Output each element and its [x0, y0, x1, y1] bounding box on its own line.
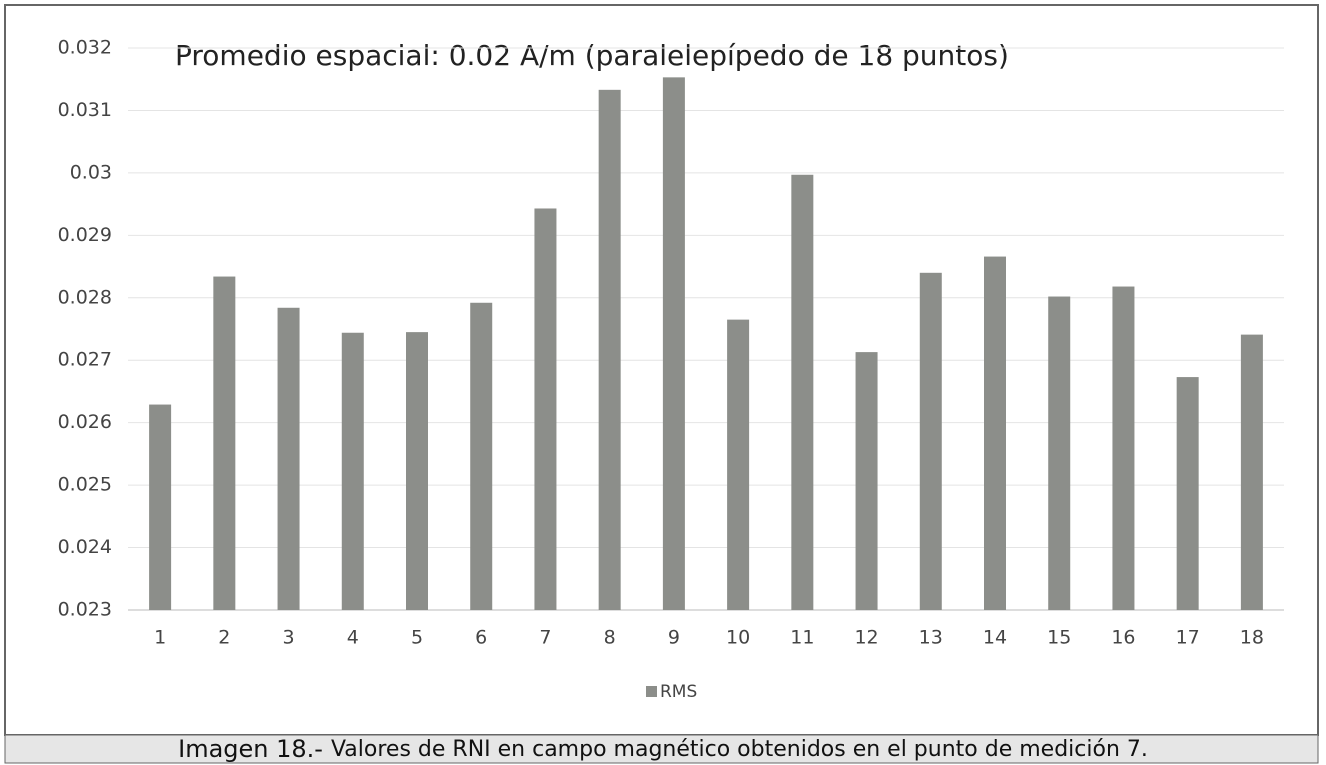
y-tick-label: 0.028 — [58, 286, 112, 308]
bar — [534, 208, 557, 610]
bar — [1112, 286, 1135, 610]
x-tick-label: 9 — [668, 627, 680, 649]
bar — [406, 332, 428, 610]
chart-title: Promedio espacial: 0.02 A/m (paralelepíp… — [175, 39, 1009, 72]
bar — [1176, 377, 1199, 610]
x-tick-label: 15 — [1047, 627, 1071, 649]
x-tick-label: 14 — [983, 627, 1007, 649]
y-tick-label: 0.031 — [58, 99, 112, 121]
y-tick-label: 0.027 — [58, 349, 112, 371]
bar — [1048, 296, 1071, 610]
bar — [919, 272, 942, 610]
x-tick-label: 2 — [218, 627, 230, 649]
bar — [149, 404, 172, 610]
x-tick-label: 17 — [1176, 627, 1200, 649]
bar — [727, 319, 750, 610]
bar — [341, 332, 364, 610]
bar — [855, 352, 878, 610]
legend-label: RMS — [660, 682, 697, 702]
y-tick-label: 0.029 — [58, 224, 112, 246]
x-tick-label: 6 — [475, 627, 487, 649]
bar — [470, 302, 493, 610]
bar — [1240, 334, 1263, 610]
bar — [277, 307, 300, 610]
y-tick-label: 0.025 — [58, 474, 112, 496]
x-tick-label: 16 — [1111, 627, 1135, 649]
x-tick-label: 3 — [283, 627, 295, 649]
x-tick-label: 18 — [1240, 627, 1264, 649]
x-tick-label: 13 — [919, 627, 943, 649]
x-tick-label: 10 — [726, 627, 750, 649]
caption-bar — [4, 734, 1319, 764]
y-tick-label: 0.024 — [58, 536, 112, 558]
caption: Imagen 18.- Valores de RNI en campo magné… — [178, 735, 1148, 763]
x-tick-label: 7 — [539, 627, 551, 649]
bar — [791, 174, 814, 611]
y-tick-label: 0.026 — [58, 411, 112, 433]
x-tick-label: 4 — [347, 627, 359, 649]
y-tick-label: 0.03 — [70, 161, 112, 183]
legend-swatch — [646, 686, 657, 697]
bar — [662, 77, 685, 611]
x-tick-label: 8 — [604, 627, 616, 649]
y-tick-label: 0.032 — [58, 37, 112, 59]
x-tick-label: 11 — [790, 627, 814, 649]
bar — [213, 276, 236, 610]
bar — [598, 89, 621, 611]
x-tick-label: 1 — [154, 627, 166, 649]
caption-label: Imagen 18.- — [178, 735, 323, 763]
y-tick-label: 0.023 — [58, 599, 112, 621]
x-tick-label: 5 — [411, 627, 423, 649]
caption-text: Valores de RNI en campo magnético obteni… — [331, 737, 1148, 762]
bar — [984, 256, 1006, 610]
x-tick-label: 12 — [854, 627, 878, 649]
